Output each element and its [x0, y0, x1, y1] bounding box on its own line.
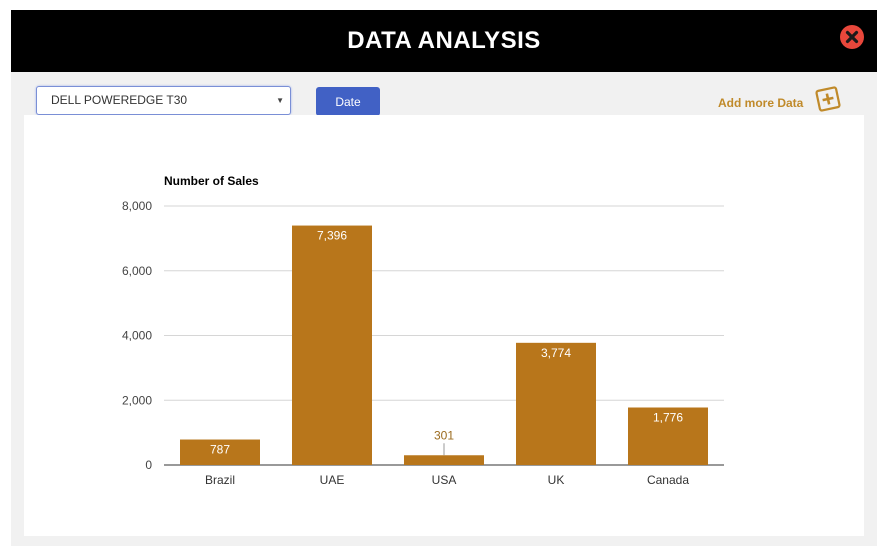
modal-title: DATA ANALYSIS — [347, 27, 541, 54]
add-more-data-link[interactable]: Add more Data — [718, 96, 804, 110]
bar-uk — [516, 342, 596, 465]
data-analysis-modal: DATA ANALYSIS DELL POWEREDGE T30 ▼ Date … — [11, 10, 877, 546]
bar-usa — [404, 455, 484, 465]
bar-canada — [628, 407, 708, 465]
bar-value-label: 301 — [434, 428, 454, 442]
sales-bar-chart: Number of Sales 0 2,000 4,000 6,000 8,000 787 B… — [122, 174, 724, 487]
date-button[interactable]: Date — [316, 87, 380, 116]
y-tick-label: 8,000 — [122, 199, 152, 213]
bar-uae — [292, 225, 372, 465]
product-select[interactable]: DELL POWEREDGE T30 ▼ — [36, 86, 291, 115]
x-category-label: Brazil — [205, 473, 235, 487]
y-tick-label: 4,000 — [122, 329, 152, 343]
product-select-value: DELL POWEREDGE T30 — [51, 93, 188, 107]
bar-brazil — [180, 439, 260, 465]
x-category-label: Canada — [647, 473, 689, 487]
chart-panel: Number of Sales 0 2,000 4,000 6,000 8,000 787 B… — [24, 115, 864, 536]
bar-value-label: 3,774 — [541, 346, 571, 360]
x-category-label: UK — [548, 473, 565, 487]
chevron-down-icon: ▼ — [276, 96, 284, 105]
y-tick-label: 0 — [145, 458, 152, 472]
modal-header: DATA ANALYSIS — [11, 10, 877, 72]
close-icon[interactable] — [840, 25, 864, 49]
bar-value-label: 1,776 — [653, 411, 683, 425]
bar-value-label: 7,396 — [317, 229, 347, 243]
y-tick-label: 2,000 — [122, 393, 152, 407]
x-category-label: USA — [432, 473, 457, 487]
y-tick-label: 6,000 — [122, 264, 152, 278]
x-category-label: UAE — [320, 473, 345, 487]
add-plus-icon[interactable] — [814, 85, 842, 113]
bar-value-label: 787 — [210, 443, 230, 457]
y-axis-title: Number of Sales — [164, 174, 259, 188]
